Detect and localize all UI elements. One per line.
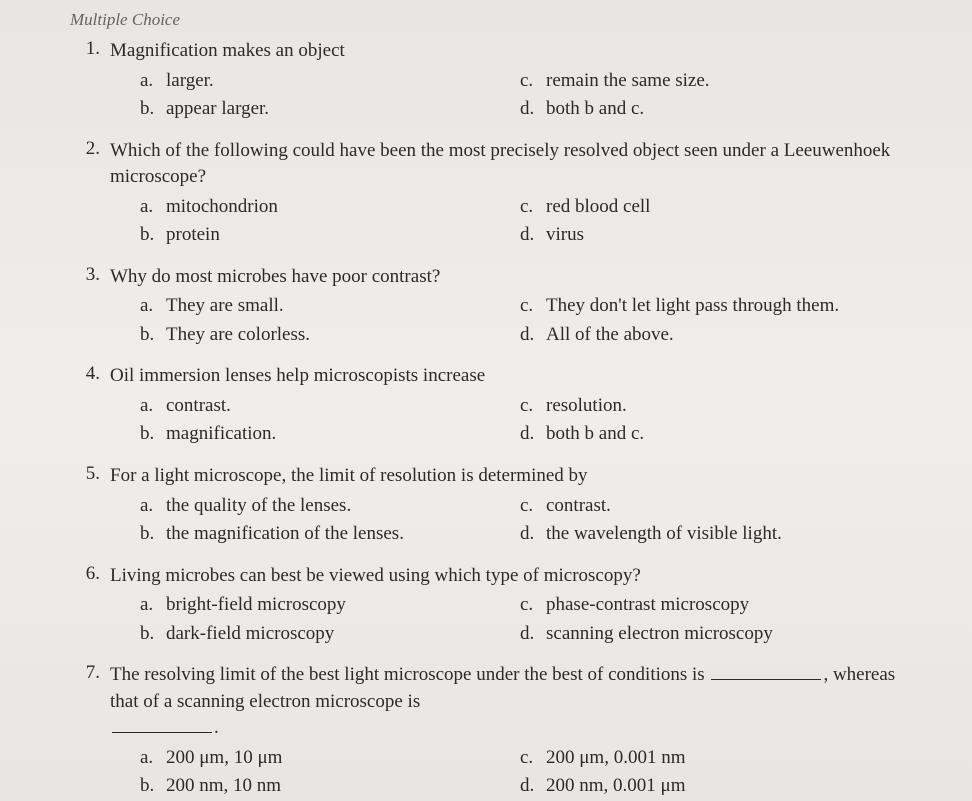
question-6: 6. Living microbes can best be viewed us…: [80, 563, 922, 649]
option-a: a.contrast.: [140, 392, 520, 421]
option-text: appear larger.: [166, 95, 269, 124]
option-text: the quality of the lenses.: [166, 492, 351, 521]
option-a: a.200 μm, 10 μm: [140, 744, 520, 773]
question-number: 6.: [80, 563, 110, 585]
option-d: d.the wavelength of visible light.: [520, 520, 922, 549]
option-d: d.virus: [520, 221, 922, 250]
option-a: a.mitochondrion: [140, 193, 520, 222]
option-text: the wavelength of visible light.: [546, 520, 782, 549]
option-c: c.resolution.: [520, 392, 922, 421]
option-text: magnification.: [166, 420, 276, 449]
option-a: a.larger.: [140, 67, 520, 96]
question-5: 5. For a light microscope, the limit of …: [80, 463, 922, 549]
question-text: The resolving limit of the best light mi…: [110, 662, 922, 742]
options-group: a.contrast. c.resolution. b.magnificatio…: [140, 392, 922, 449]
option-text: larger.: [166, 67, 214, 96]
option-text: both b and c.: [546, 95, 644, 124]
question-1: 1. Magnification makes an object a.large…: [80, 38, 922, 124]
option-b: b.protein: [140, 221, 520, 250]
option-text: dark-field microscopy: [166, 620, 334, 649]
option-text: scanning electron microscopy: [546, 620, 773, 649]
option-b: b.appear larger.: [140, 95, 520, 124]
option-c: c.red blood cell: [520, 193, 922, 222]
option-text: remain the same size.: [546, 67, 710, 96]
option-c: c.phase-contrast microscopy: [520, 591, 922, 620]
option-text: 200 μm, 10 μm: [166, 744, 282, 773]
question-3: 3. Why do most microbes have poor contra…: [80, 264, 922, 350]
option-text: They are colorless.: [166, 321, 310, 350]
option-d: d.scanning electron microscopy: [520, 620, 922, 649]
question-2: 2. Which of the following could have bee…: [80, 138, 922, 250]
options-group: a.mitochondrion c.red blood cell b.prote…: [140, 193, 922, 250]
option-c: c.contrast.: [520, 492, 922, 521]
fill-blank: [112, 732, 212, 733]
question-text-part: The resolving limit of the best light mi…: [110, 664, 709, 685]
option-text: red blood cell: [546, 193, 650, 222]
question-number: 5.: [80, 463, 110, 485]
fill-blank: [711, 679, 821, 680]
options-group: a.bright-field microscopy c.phase-contra…: [140, 591, 922, 648]
question-number: 1.: [80, 38, 110, 60]
question-4: 4. Oil immersion lenses help microscopis…: [80, 363, 922, 449]
option-a: a.They are small.: [140, 292, 520, 321]
option-b: b.the magnification of the lenses.: [140, 520, 520, 549]
option-text: virus: [546, 221, 584, 250]
option-c: c.They don't let light pass through them…: [520, 292, 922, 321]
option-text: both b and c.: [546, 420, 644, 449]
option-d: d.both b and c.: [520, 95, 922, 124]
options-group: a.larger. c.remain the same size. b.appe…: [140, 67, 922, 124]
options-group: a.200 μm, 10 μm c.200 μm, 0.001 nm b.200…: [140, 744, 922, 801]
option-c: c.remain the same size.: [520, 67, 922, 96]
question-7: 7. The resolving limit of the best light…: [80, 662, 922, 801]
option-text: 200 nm, 0.001 μm: [546, 772, 686, 801]
option-text: mitochondrion: [166, 193, 278, 222]
question-text: For a light microscope, the limit of res…: [110, 463, 922, 490]
option-c: c.200 μm, 0.001 nm: [520, 744, 922, 773]
question-text: Magnification makes an object: [110, 38, 922, 65]
option-b: b.dark-field microscopy: [140, 620, 520, 649]
option-b: b.magnification.: [140, 420, 520, 449]
options-group: a.They are small. c.They don't let light…: [140, 292, 922, 349]
option-text: They don't let light pass through them.: [546, 292, 839, 321]
question-text: Living microbes can best be viewed using…: [110, 563, 922, 590]
question-text-part: .: [214, 717, 219, 738]
option-d: d.200 nm, 0.001 μm: [520, 772, 922, 801]
question-text: Which of the following could have been t…: [110, 138, 922, 191]
option-b: b.200 nm, 10 nm: [140, 772, 520, 801]
option-a: a.bright-field microscopy: [140, 591, 520, 620]
option-b: b.They are colorless.: [140, 321, 520, 350]
option-text: resolution.: [546, 392, 627, 421]
question-number: 3.: [80, 264, 110, 286]
option-a: a.the quality of the lenses.: [140, 492, 520, 521]
option-text: 200 μm, 0.001 nm: [546, 744, 686, 773]
option-text: phase-contrast microscopy: [546, 591, 749, 620]
option-text: contrast.: [546, 492, 611, 521]
question-number: 4.: [80, 363, 110, 385]
question-text: Oil immersion lenses help microscopists …: [110, 363, 922, 390]
section-header: Multiple Choice: [70, 10, 922, 30]
question-number: 2.: [80, 138, 110, 160]
option-text: They are small.: [166, 292, 284, 321]
option-text: bright-field microscopy: [166, 591, 346, 620]
question-text: Why do most microbes have poor contrast?: [110, 264, 922, 291]
option-d: d.All of the above.: [520, 321, 922, 350]
option-text: the magnification of the lenses.: [166, 520, 404, 549]
options-group: a.the quality of the lenses. c.contrast.…: [140, 492, 922, 549]
option-d: d.both b and c.: [520, 420, 922, 449]
option-text: All of the above.: [546, 321, 674, 350]
option-text: 200 nm, 10 nm: [166, 772, 281, 801]
question-number: 7.: [80, 662, 110, 684]
option-text: contrast.: [166, 392, 231, 421]
option-text: protein: [166, 221, 220, 250]
